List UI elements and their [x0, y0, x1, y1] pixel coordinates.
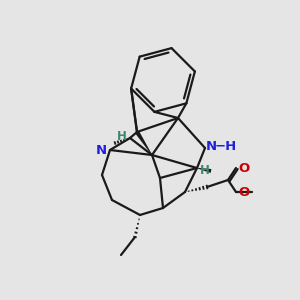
Text: H: H [117, 130, 127, 143]
Text: O: O [238, 161, 249, 175]
Text: O: O [238, 185, 249, 199]
Polygon shape [135, 131, 152, 155]
Text: H: H [200, 164, 210, 176]
Text: N: N [206, 140, 217, 154]
Text: −H: −H [215, 140, 237, 154]
Text: N: N [95, 143, 106, 157]
Polygon shape [197, 168, 212, 173]
